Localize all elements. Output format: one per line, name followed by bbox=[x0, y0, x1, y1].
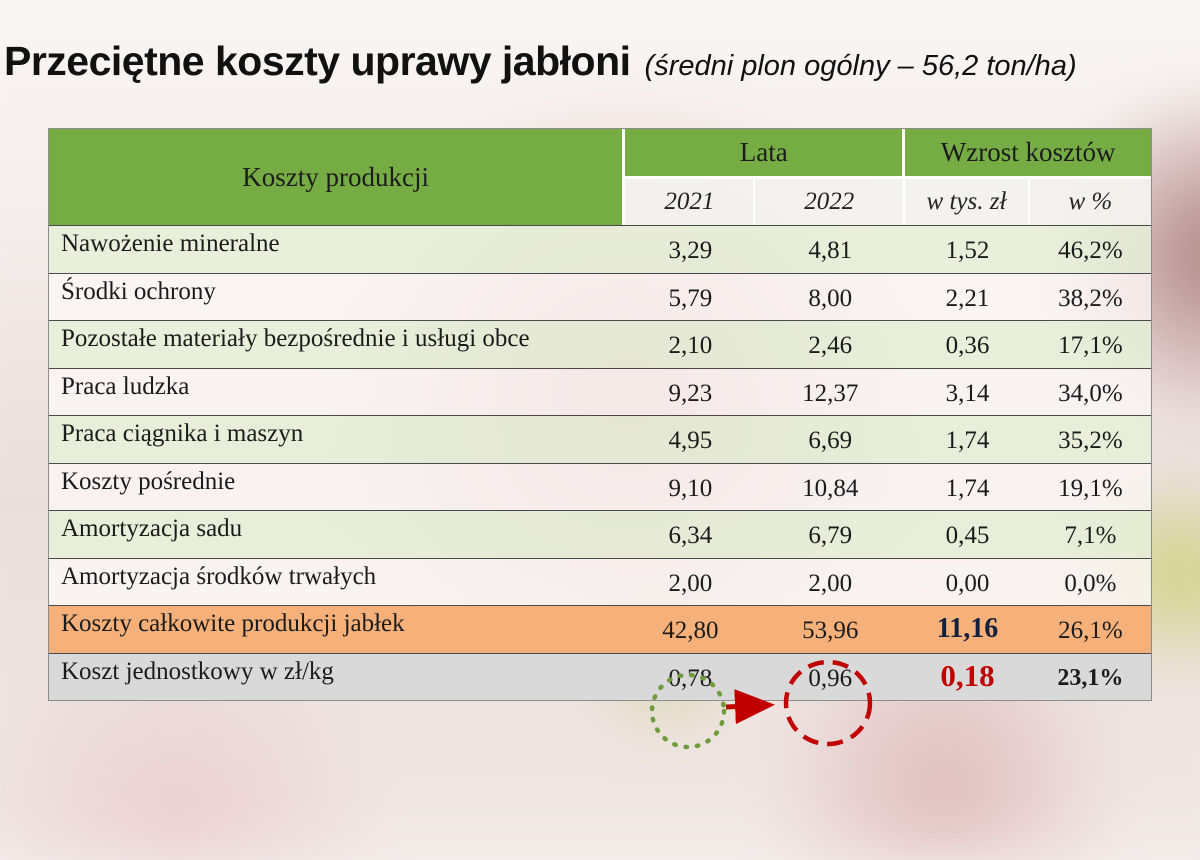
costs-table: Koszty produkcji Lata Wzrost kosztów 202… bbox=[48, 128, 1152, 701]
row-label: Pozostałe materiały bezpośrednie i usług… bbox=[61, 325, 530, 352]
title-text: Przeciętne koszty uprawy jabłoni bbox=[4, 38, 631, 84]
cell-wzrost-pct: 7,1% bbox=[1064, 522, 1117, 549]
cell-wzrost-zl: 0,45 bbox=[945, 522, 990, 549]
cell-wzrost-pct: 38,2% bbox=[1058, 284, 1123, 312]
row-label: Koszty całkowite produkcji jabłek bbox=[61, 610, 405, 637]
cell-wzrost-zl: 3,14 bbox=[945, 379, 990, 407]
cell-wzrost-zl: 0,36 bbox=[945, 332, 990, 359]
cell-wzrost-pct: 35,2% bbox=[1058, 427, 1123, 454]
cell-wzrost-pct: 17,1% bbox=[1058, 332, 1123, 359]
cell-2021: 2,10 bbox=[668, 332, 713, 359]
cell-wzrost-pct: 34,0% bbox=[1058, 379, 1123, 407]
cell-2022: 8,00 bbox=[808, 284, 853, 312]
cell-2021: 9,10 bbox=[668, 474, 713, 502]
cell-2021: 9,23 bbox=[668, 379, 713, 407]
cell-2021: 0,78 bbox=[668, 664, 713, 692]
row-label: Koszt jednostkowy w zł/kg bbox=[61, 657, 334, 685]
row-label: Amortyzacja sadu bbox=[61, 515, 243, 542]
cell-2022: 0,96 bbox=[808, 664, 853, 692]
row-label: Praca ciągnika i maszyn bbox=[61, 420, 304, 447]
cell-2021: 3,29 bbox=[668, 237, 713, 264]
cell-wzrost-zl: 0,00 bbox=[945, 569, 990, 597]
row-label: Nawożenie mineralne bbox=[61, 230, 280, 257]
cell-2022: 10,84 bbox=[802, 474, 859, 502]
table-header: Koszty produkcji Lata Wzrost kosztów 202… bbox=[49, 129, 1151, 225]
cell-wzrost-zl: 11,16 bbox=[936, 613, 999, 644]
table-row: Praca ciągnika i maszyn 4,95 6,69 1,74 35,2% bbox=[49, 415, 1151, 463]
cell-2022: 2,46 bbox=[808, 332, 853, 359]
cell-wzrost-zl: 0,18 bbox=[940, 657, 995, 693]
header-group-wzrost-kosztow: Wzrost kosztów bbox=[905, 129, 1151, 179]
cell-2021: 5,79 bbox=[668, 284, 713, 312]
table-row: Amortyzacja środków trwałych 2,00 2,00 0,00… bbox=[49, 557, 1151, 605]
row-label: Środki ochrony bbox=[61, 277, 216, 305]
cell-wzrost-zl: 2,21 bbox=[945, 284, 990, 312]
header-group-lata: Lata bbox=[625, 129, 906, 179]
cell-2022: 4,81 bbox=[808, 237, 853, 264]
page-title: Przeciętne koszty uprawy jabłoni (średni… bbox=[2, 38, 1077, 85]
cell-wzrost-pct: 23,1% bbox=[1057, 664, 1124, 691]
table-row: Amortyzacja sadu 6,34 6,79 0,45 7,1% bbox=[49, 510, 1151, 558]
cell-wzrost-zl: 1,74 bbox=[945, 427, 990, 454]
cell-2022: 6,79 bbox=[808, 522, 853, 549]
subheader-2021: 2021 bbox=[625, 179, 756, 225]
table-row: Nawożenie mineralne 3,29 4,81 1,52 46,2% bbox=[49, 225, 1151, 273]
row-label: Koszty pośrednie bbox=[61, 467, 236, 495]
cell-2021: 4,95 bbox=[668, 427, 713, 454]
table-body: Nawożenie mineralne 3,29 4,81 1,52 46,2% Środ… bbox=[49, 225, 1151, 700]
cell-2022: 53,96 bbox=[802, 617, 859, 644]
table-row: Środki ochrony 5,79 8,00 2,21 38,2% bbox=[49, 272, 1151, 320]
header-koszty-produkcji: Koszty produkcji bbox=[49, 129, 626, 225]
cell-wzrost-pct: 0,0% bbox=[1064, 569, 1117, 597]
row-label: Praca ludzka bbox=[61, 372, 190, 400]
cell-2021: 2,00 bbox=[668, 569, 713, 597]
cell-2022: 2,00 bbox=[808, 569, 853, 597]
cell-wzrost-pct: 19,1% bbox=[1058, 474, 1123, 502]
cell-2021: 6,34 bbox=[668, 522, 713, 549]
row-label: Amortyzacja środków trwałych bbox=[61, 562, 377, 590]
subheader-w-procentach: w % bbox=[1029, 179, 1151, 225]
cell-2022: 12,37 bbox=[802, 379, 859, 407]
cell-wzrost-pct: 26,1% bbox=[1058, 617, 1123, 644]
table-row: Praca ludzka 9,23 12,37 3,14 34,0% bbox=[49, 367, 1151, 415]
table-row: Pozostałe materiały bezpośrednie i usług… bbox=[49, 320, 1151, 368]
cell-wzrost-pct: 46,2% bbox=[1058, 237, 1123, 264]
table-row: Koszty całkowite produkcji jabłek 42,80 53… bbox=[49, 605, 1151, 653]
cell-2022: 6,69 bbox=[808, 427, 853, 454]
cell-wzrost-zl: 1,74 bbox=[945, 474, 990, 502]
table-row: Koszt jednostkowy w zł/kg 0,78 0,96 0,18 23,… bbox=[49, 652, 1151, 700]
subheader-2022: 2022 bbox=[755, 179, 906, 225]
title-subtitle: (średni plon ogólny – 56,2 ton/ha) bbox=[644, 50, 1077, 82]
subheader-w-tys-zl: w tys. zł bbox=[905, 179, 1030, 225]
cell-wzrost-zl: 1,52 bbox=[945, 237, 990, 264]
table-row: Koszty pośrednie 9,10 10,84 1,74 19,1% bbox=[49, 462, 1151, 510]
cell-2021: 42,80 bbox=[662, 617, 719, 644]
